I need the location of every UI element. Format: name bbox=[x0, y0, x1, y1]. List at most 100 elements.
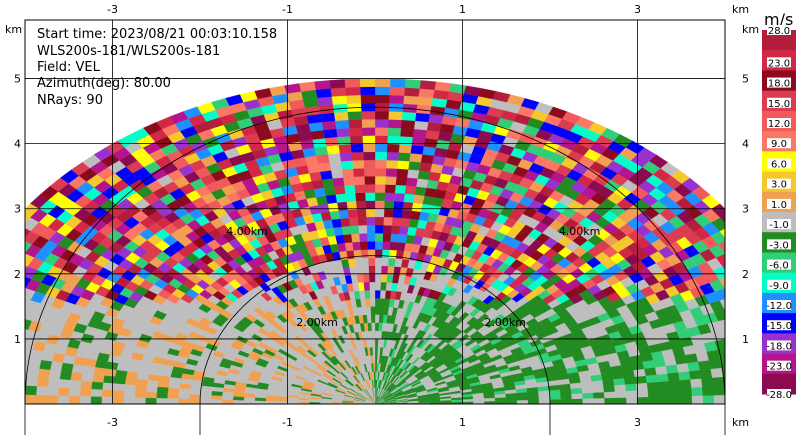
velocity-cell bbox=[750, 311, 765, 323]
velocity-cell bbox=[70, 372, 83, 382]
velocity-cell bbox=[79, 388, 92, 397]
velocity-cell bbox=[349, 225, 360, 235]
velocity-cell bbox=[625, 383, 638, 392]
velocity-cell bbox=[9, 347, 22, 358]
velocity-cell bbox=[25, 287, 26, 290]
velocity-cell bbox=[46, 395, 59, 404]
velocity-cell bbox=[592, 385, 605, 393]
velocity-cell bbox=[418, 88, 435, 99]
colorbar-label: -6.0 bbox=[767, 259, 791, 272]
velocity-cell bbox=[401, 111, 417, 121]
velocity-cell bbox=[350, 143, 364, 153]
velocity-cell bbox=[593, 391, 605, 399]
velocity-cell bbox=[389, 241, 399, 251]
velocity-cell bbox=[728, 236, 745, 250]
velocity-cell bbox=[384, 200, 395, 210]
velocity-cell bbox=[732, 366, 744, 376]
velocity-cell bbox=[4, 375, 16, 385]
velocity-cell bbox=[667, 372, 680, 382]
velocity-cell bbox=[718, 276, 725, 289]
velocity-cell bbox=[396, 168, 409, 178]
velocity-cell bbox=[374, 119, 389, 128]
velocity-cell bbox=[527, 399, 540, 404]
colorbar-label-box bbox=[767, 239, 791, 250]
velocity-cell bbox=[690, 378, 703, 388]
velocity-cell bbox=[414, 186, 427, 196]
velocity-cell bbox=[560, 398, 573, 404]
velocity-cell bbox=[136, 372, 149, 381]
velocity-cell bbox=[374, 314, 380, 323]
velocity-cell bbox=[341, 225, 352, 235]
velocity-cell bbox=[320, 112, 336, 123]
velocity-cell bbox=[364, 176, 376, 185]
velocity-cell bbox=[367, 241, 376, 250]
velocity-cell bbox=[400, 217, 411, 227]
velocity-cell bbox=[8, 249, 25, 262]
velocity-cell bbox=[419, 80, 437, 90]
velocity-cell bbox=[189, 394, 201, 400]
velocity-cell bbox=[361, 110, 376, 120]
velocity-cell bbox=[156, 386, 169, 394]
velocity-cell bbox=[538, 399, 551, 404]
velocity-cell bbox=[123, 390, 136, 398]
velocity-cell bbox=[571, 398, 583, 404]
velocity-cell bbox=[338, 209, 349, 219]
velocity-cell bbox=[276, 398, 288, 402]
velocity-cell bbox=[178, 388, 191, 395]
velocity-cell bbox=[365, 200, 376, 210]
velocity-cell bbox=[741, 355, 754, 366]
velocity-cell bbox=[374, 159, 387, 169]
velocity-cell bbox=[25, 203, 40, 218]
range-rings: 2.00km 2.00km 4.00km 4.00km bbox=[24, 106, 726, 435]
velocity-cell bbox=[347, 209, 358, 219]
velocity-cell bbox=[717, 241, 725, 254]
velocity-cell bbox=[321, 120, 337, 131]
velocity-cell bbox=[724, 309, 725, 312]
velocity-cell bbox=[549, 399, 562, 404]
velocity-cell bbox=[25, 266, 38, 280]
velocity-cell bbox=[339, 152, 353, 162]
velocity-cell bbox=[559, 388, 572, 395]
velocity-cell bbox=[25, 265, 28, 271]
range-ring-label: 2.00km bbox=[296, 316, 338, 329]
velocity-cell bbox=[101, 389, 114, 398]
velocity-cell bbox=[394, 258, 403, 268]
velocity-cell bbox=[374, 233, 384, 242]
velocity-cell bbox=[91, 381, 104, 390]
velocity-cell bbox=[411, 202, 423, 212]
velocity-cell bbox=[420, 154, 435, 164]
velocity-cell bbox=[310, 129, 325, 140]
velocity-cell bbox=[724, 287, 725, 290]
velocity-cell bbox=[39, 360, 53, 371]
velocity-cell bbox=[400, 127, 415, 138]
velocity-cell bbox=[379, 298, 386, 307]
velocity-cell bbox=[62, 354, 76, 365]
velocity-cell bbox=[374, 208, 385, 218]
velocity-cell bbox=[636, 389, 649, 398]
x-tick-bottom: -1 bbox=[282, 416, 293, 429]
velocity-cell bbox=[370, 314, 376, 323]
velocity-cell bbox=[362, 135, 376, 144]
azimuth-label: Azimuth(deg): 80.00 bbox=[37, 76, 171, 91]
velocity-cell bbox=[613, 377, 626, 386]
velocity-cell bbox=[603, 385, 616, 393]
velocity-cell bbox=[382, 233, 392, 242]
velocity-cell bbox=[648, 396, 660, 404]
velocity-cell bbox=[317, 96, 333, 107]
velocity-cell bbox=[354, 184, 366, 194]
velocity-cell bbox=[7, 316, 21, 328]
velocity-cell bbox=[389, 78, 406, 88]
velocity-cell bbox=[680, 387, 693, 397]
velocity-cell bbox=[0, 232, 13, 246]
velocity-cell bbox=[355, 265, 363, 275]
velocity-cell bbox=[58, 379, 71, 389]
velocity-cell bbox=[712, 376, 725, 387]
velocity-cell bbox=[647, 389, 660, 398]
velocity-cell bbox=[414, 112, 430, 123]
y-tick-right: 5 bbox=[742, 73, 749, 86]
velocity-cell bbox=[739, 345, 752, 356]
velocity-cell bbox=[60, 362, 74, 373]
velocity-cell bbox=[374, 338, 379, 348]
velocity-cell bbox=[0, 269, 11, 282]
